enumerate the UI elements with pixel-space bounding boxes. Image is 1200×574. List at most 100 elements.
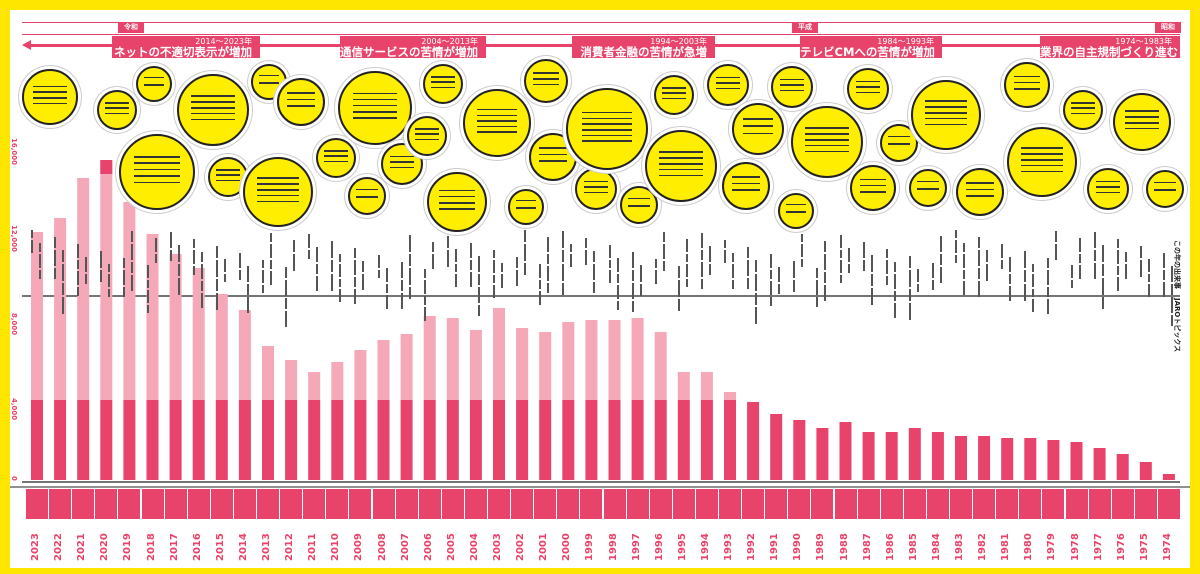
bubble-text-line <box>805 144 849 147</box>
topic-bubble <box>732 103 784 155</box>
bubble-text-line <box>216 169 240 171</box>
bubble-text-line <box>1124 122 1160 124</box>
bar-2003 <box>493 400 505 480</box>
bubble-text-line <box>286 98 316 101</box>
year-box-2019 <box>118 489 141 519</box>
year-box-1981 <box>996 489 1019 519</box>
year-box-2012 <box>280 489 303 519</box>
period-arrow <box>713 44 800 47</box>
bubble-text-line <box>1020 164 1064 167</box>
year-label: 2021 <box>76 533 88 561</box>
event-text <box>1032 264 1036 314</box>
bar-1974 <box>1162 474 1175 480</box>
topic-bubble <box>911 80 981 150</box>
year-box-1992 <box>742 489 765 519</box>
year-box-1982 <box>973 489 996 519</box>
year-box-1987 <box>857 489 880 519</box>
event-text <box>77 244 81 298</box>
bubble-text-line <box>256 189 300 191</box>
event-text <box>608 245 613 285</box>
year-box-1984 <box>926 489 949 519</box>
bubble-text-line <box>431 76 455 78</box>
year-label: 1995 <box>676 533 688 561</box>
bubble-text-line <box>191 95 235 97</box>
year-box-2015 <box>210 489 233 519</box>
bubble-text-line <box>476 131 518 133</box>
event-text <box>662 232 667 273</box>
year-box-2003 <box>488 489 510 519</box>
bubble-text-line <box>731 176 761 178</box>
year-label: 1977 <box>1092 533 1104 561</box>
bubble-text-line <box>431 81 455 83</box>
topic-bubble <box>791 106 863 178</box>
year-box-1989 <box>811 489 834 519</box>
topic-bubble <box>97 90 137 130</box>
event-text <box>123 258 127 299</box>
event-text <box>331 241 335 293</box>
event-text <box>1170 266 1175 328</box>
period-arrow-head <box>706 40 715 50</box>
event-text <box>146 265 151 315</box>
bubble-text-line <box>476 125 518 128</box>
bubble-text-line <box>191 107 235 109</box>
year-label: 1983 <box>954 533 965 561</box>
bubble-text-line <box>356 188 378 191</box>
year-box-1996 <box>649 489 672 519</box>
event-text <box>1139 246 1144 279</box>
year-label: 1997 <box>630 533 642 561</box>
bubble-text-line <box>1095 180 1121 183</box>
year-box-1995 <box>672 489 695 519</box>
event-text <box>1101 245 1106 311</box>
year-label: 2023 <box>30 533 41 561</box>
event-text <box>862 242 867 273</box>
bar-upper-1999 <box>585 320 598 400</box>
event-text <box>516 257 520 288</box>
bubble-text-line <box>324 155 348 157</box>
event-text <box>770 254 774 308</box>
year-label: 1986 <box>884 533 896 561</box>
event-text <box>931 263 936 292</box>
year-box-1975 <box>1134 489 1157 519</box>
event-text <box>200 252 205 310</box>
bubble-text-line <box>352 111 398 113</box>
year-label: 2003 <box>492 533 503 561</box>
bar-upper-2015 <box>215 294 228 400</box>
period-years: 2004～2013年 <box>421 37 478 46</box>
bubble-text-line <box>324 150 348 152</box>
event-text <box>677 266 682 313</box>
event-text <box>839 235 844 285</box>
event-text <box>585 238 589 267</box>
bubble-text-line <box>133 181 181 183</box>
year-label: 2009 <box>353 533 365 561</box>
bubble-text-line <box>286 105 316 107</box>
year-label: 2007 <box>399 533 411 561</box>
event-text <box>477 256 482 318</box>
year-box-2004 <box>464 489 487 519</box>
bubble-text-line <box>356 196 378 198</box>
bubble-text-line <box>1095 186 1121 188</box>
bar-upper-2004 <box>469 330 482 400</box>
bubble-text-line <box>1013 75 1041 78</box>
topic-bubble <box>22 69 78 125</box>
topic-bubble <box>1007 127 1077 197</box>
event-text <box>885 249 890 287</box>
bar-1987 <box>862 432 875 480</box>
event-text <box>362 261 366 292</box>
bubble-text-line <box>628 197 650 200</box>
year-label: 2005 <box>445 533 457 561</box>
year-label: 1979 <box>1046 533 1058 561</box>
bar-upper-2001 <box>539 332 552 400</box>
bubble-text-line <box>583 191 609 194</box>
year-box-2010 <box>326 489 349 519</box>
event-text <box>539 264 543 307</box>
event-text <box>215 246 220 312</box>
year-box-2016 <box>187 489 210 519</box>
bubble-text-line <box>33 102 67 105</box>
bar-upper-2006 <box>423 316 436 400</box>
bubble-text-line <box>583 186 609 188</box>
event-text <box>400 262 405 311</box>
bubble-text-line <box>742 125 774 127</box>
bubble-text-line <box>1020 153 1064 155</box>
bubble-text-line <box>1020 159 1064 161</box>
topic-bubble <box>1063 90 1103 130</box>
